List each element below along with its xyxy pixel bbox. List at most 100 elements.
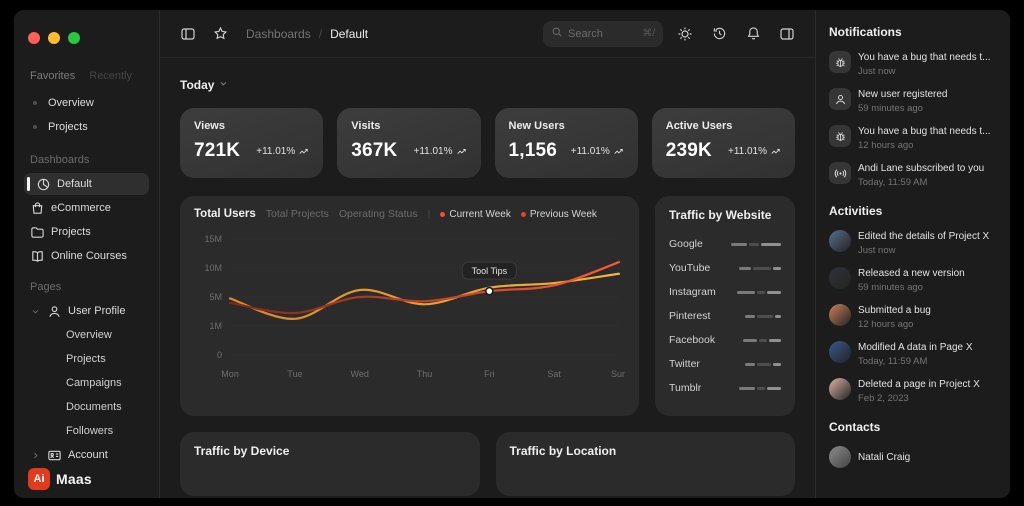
sidebar-item-online-courses[interactable]: Online Courses xyxy=(24,245,149,267)
sidebar-item-projects[interactable]: Projects xyxy=(24,221,149,243)
site-bar-segment xyxy=(757,314,773,318)
close-window-button[interactable] xyxy=(28,32,40,44)
site-bar xyxy=(739,266,781,270)
history-icon xyxy=(712,26,727,41)
zoom-window-button[interactable] xyxy=(68,32,80,44)
traffic-site-youtube[interactable]: YouTube xyxy=(669,256,781,280)
sidebar-item-label: Followers xyxy=(66,425,114,437)
sidebar-item-overview[interactable]: Overview xyxy=(24,92,149,114)
breadcrumb-separator: / xyxy=(318,26,323,41)
avatar xyxy=(829,267,851,289)
stat-card-visits[interactable]: Visits 367K +11.01% xyxy=(337,108,481,178)
chart-tab-total-projects[interactable]: Total Projects xyxy=(265,208,329,220)
chevron-down-icon xyxy=(218,78,229,89)
breadcrumb-parent[interactable]: Dashboards xyxy=(246,26,311,41)
sidebar-item-ecommerce[interactable]: eCommerce xyxy=(24,197,149,219)
site-name: Google xyxy=(669,238,703,250)
site-bar-segment xyxy=(757,362,771,366)
site-name: Twitter xyxy=(669,358,700,370)
traffic-website-title: Traffic by Website xyxy=(669,208,772,222)
site-bar-segment xyxy=(745,314,755,318)
sidebar-tab-favorites[interactable]: Favorites xyxy=(30,70,76,82)
notification-item[interactable]: You have a bug that needs t... Just now xyxy=(829,51,997,77)
site-bar-segment xyxy=(739,266,751,270)
sidebar-item-overview[interactable]: Overview xyxy=(24,324,149,346)
stat-value: 367K xyxy=(351,140,398,161)
site-name: YouTube xyxy=(669,262,711,274)
sidebar-item-followers[interactable]: Followers xyxy=(24,420,149,442)
activity-time: Today, 11:59 AM xyxy=(858,356,928,367)
traffic-site-google[interactable]: Google xyxy=(669,232,781,256)
trend-up-icon xyxy=(770,146,781,157)
section-title-notifications: Notifications xyxy=(829,25,902,39)
bottom-row: Traffic by Device Traffic by Location xyxy=(180,432,795,496)
app-window: Favorites Recently Overview Projects Dashb… xyxy=(14,10,1010,498)
theme-toggle-button[interactable] xyxy=(673,22,697,46)
sidebar-item-default[interactable]: Default xyxy=(24,173,149,195)
window-controls xyxy=(28,32,80,44)
sidebar-toggle-button[interactable] xyxy=(176,22,200,46)
stat-delta: +11.01% xyxy=(256,146,309,157)
activity-item[interactable]: Edited the details of Project X Just now xyxy=(829,230,997,256)
activity-item[interactable]: Modified A data in Page X Today, 11:59 AM xyxy=(829,341,997,367)
broadcast-icon-wrap xyxy=(829,162,851,184)
id-card-icon xyxy=(47,448,62,463)
sidebar-item-user-profile[interactable]: User Profile xyxy=(24,300,149,322)
activity-item[interactable]: Deleted a page in Project X Feb 2, 2023 xyxy=(829,378,997,404)
history-button[interactable] xyxy=(707,22,731,46)
traffic-site-instagram[interactable]: Instagram xyxy=(669,280,781,304)
stat-delta: +11.01% xyxy=(413,146,466,157)
trend-up-icon xyxy=(456,146,467,157)
site-bar-segment xyxy=(773,266,781,270)
shopping-bag-icon xyxy=(30,201,45,216)
stats-row: Views 721K +11.01% Visits 367K +11.01% New Use… xyxy=(180,108,795,178)
folder-icon xyxy=(30,225,45,240)
notification-item[interactable]: You have a bug that needs t... 12 hours a… xyxy=(829,125,997,151)
notifications-button[interactable] xyxy=(741,22,765,46)
notification-time: 59 minutes ago xyxy=(858,103,923,114)
site-bar-segment xyxy=(757,290,765,294)
sidebar-item-projects[interactable]: Projects xyxy=(24,348,149,370)
search-icon xyxy=(551,26,563,38)
site-bar-segment xyxy=(743,338,757,342)
sidebar-tab-recently[interactable]: Recently xyxy=(89,70,133,82)
minimize-window-button[interactable] xyxy=(48,32,60,44)
stat-delta-value: +11.01% xyxy=(413,145,453,157)
chart-tab-operating-status[interactable]: Operating Status xyxy=(338,208,418,220)
star-icon xyxy=(213,26,228,41)
traffic-site-facebook[interactable]: Facebook xyxy=(669,328,781,352)
legend-previous-week: Previous Week xyxy=(520,209,597,220)
svg-text:Fri: Fri xyxy=(484,369,495,379)
activity-item[interactable]: Released a new version 59 minutes ago xyxy=(829,267,997,293)
legend-dot-icon xyxy=(520,211,526,217)
traffic-site-twitter[interactable]: Twitter xyxy=(669,352,781,376)
activity-item[interactable]: Submitted a bug 12 hours ago xyxy=(829,304,997,330)
sidebar-item-documents[interactable]: Documents xyxy=(24,396,149,418)
contact-name: Natali Craig xyxy=(858,451,911,463)
avatar xyxy=(829,341,851,363)
favorite-star-button[interactable] xyxy=(208,22,232,46)
stat-card-new-users[interactable]: New Users 1,156 +11.01% xyxy=(494,108,638,178)
bug-icon xyxy=(834,56,847,69)
logo-text: Maas xyxy=(56,471,92,487)
right-panel-toggle-button[interactable] xyxy=(775,22,799,46)
search-box[interactable]: ⌘/ xyxy=(543,20,663,47)
sidebar-item-projects[interactable]: Projects xyxy=(24,116,149,138)
activity-text: Modified A data in Page X xyxy=(858,342,973,353)
svg-text:1M: 1M xyxy=(210,321,223,331)
search-input[interactable] xyxy=(568,27,638,40)
chart-tab-total-users[interactable]: Total Users xyxy=(194,208,256,220)
sidebar-item-account[interactable]: Account xyxy=(24,444,149,466)
notification-item[interactable]: Andi Lane subscribed to you Today, 11:59 … xyxy=(829,162,997,188)
period-selector[interactable]: Today xyxy=(180,78,229,92)
stat-card-active-users[interactable]: Active Users 239K +11.01% xyxy=(651,108,795,178)
sidebar-item-label: User Profile xyxy=(68,305,126,317)
traffic-site-tumblr[interactable]: Tumblr xyxy=(669,376,781,400)
sidebar-item-label: Campaigns xyxy=(66,377,122,389)
sidebar-item-campaigns[interactable]: Campaigns xyxy=(24,372,149,394)
notification-item[interactable]: New user registered 59 minutes ago xyxy=(829,88,997,114)
logo-mark: Ai xyxy=(28,468,50,490)
contact-item[interactable]: Natali Craig xyxy=(829,446,997,468)
traffic-site-pinterest[interactable]: Pinterest xyxy=(669,304,781,328)
stat-card-views[interactable]: Views 721K +11.01% xyxy=(180,108,324,178)
